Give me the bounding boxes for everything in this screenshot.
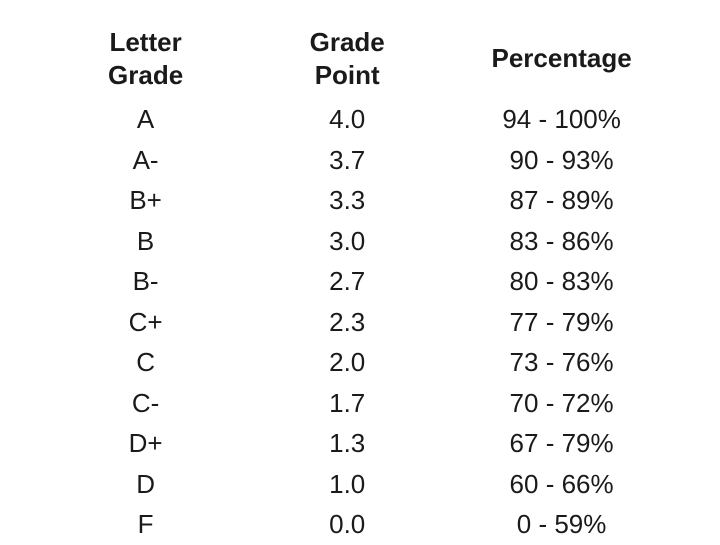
header-percentage-line1: Percentage	[447, 42, 676, 75]
table-row: B- 2.7 80 - 83%	[40, 261, 680, 302]
cell-percentage: 0 - 59%	[443, 504, 680, 545]
cell-percentage: 70 - 72%	[443, 383, 680, 424]
cell-letter-grade: B+	[40, 180, 251, 221]
cell-letter-grade: A	[40, 99, 251, 140]
cell-percentage: 73 - 76%	[443, 342, 680, 383]
table-row: F 0.0 0 - 59%	[40, 504, 680, 545]
table-header-row: Letter Grade Grade Point Percentage	[40, 22, 680, 99]
header-percentage: Percentage	[443, 22, 680, 99]
cell-grade-point: 2.0	[251, 342, 443, 383]
cell-percentage: 94 - 100%	[443, 99, 680, 140]
cell-percentage: 87 - 89%	[443, 180, 680, 221]
table-body: A 4.0 94 - 100% A- 3.7 90 - 93% B+ 3.3 8…	[40, 99, 680, 545]
header-letter-grade-line2: Grade	[44, 59, 247, 92]
cell-letter-grade: C+	[40, 302, 251, 343]
cell-grade-point: 3.3	[251, 180, 443, 221]
header-grade-point-line2: Point	[255, 59, 439, 92]
cell-grade-point: 1.0	[251, 464, 443, 505]
cell-percentage: 77 - 79%	[443, 302, 680, 343]
cell-letter-grade: D+	[40, 423, 251, 464]
cell-grade-point: 1.7	[251, 383, 443, 424]
cell-letter-grade: B	[40, 221, 251, 262]
header-letter-grade: Letter Grade	[40, 22, 251, 99]
cell-letter-grade: F	[40, 504, 251, 545]
cell-percentage: 67 - 79%	[443, 423, 680, 464]
table-row: D+ 1.3 67 - 79%	[40, 423, 680, 464]
header-grade-point: Grade Point	[251, 22, 443, 99]
cell-letter-grade: D	[40, 464, 251, 505]
cell-grade-point: 2.3	[251, 302, 443, 343]
table-row: C+ 2.3 77 - 79%	[40, 302, 680, 343]
cell-letter-grade: B-	[40, 261, 251, 302]
cell-grade-point: 4.0	[251, 99, 443, 140]
cell-grade-point: 0.0	[251, 504, 443, 545]
cell-percentage: 90 - 93%	[443, 140, 680, 181]
cell-grade-point: 1.3	[251, 423, 443, 464]
cell-letter-grade: C-	[40, 383, 251, 424]
table-row: C- 1.7 70 - 72%	[40, 383, 680, 424]
cell-grade-point: 3.0	[251, 221, 443, 262]
table-header: Letter Grade Grade Point Percentage	[40, 22, 680, 99]
table-row: B 3.0 83 - 86%	[40, 221, 680, 262]
cell-letter-grade: A-	[40, 140, 251, 181]
cell-percentage: 83 - 86%	[443, 221, 680, 262]
page: Letter Grade Grade Point Percentage A 4.…	[0, 0, 720, 540]
cell-percentage: 60 - 66%	[443, 464, 680, 505]
header-grade-point-line1: Grade	[255, 26, 439, 59]
table-row: A- 3.7 90 - 93%	[40, 140, 680, 181]
header-letter-grade-line1: Letter	[44, 26, 247, 59]
table-row: B+ 3.3 87 - 89%	[40, 180, 680, 221]
grade-table: Letter Grade Grade Point Percentage A 4.…	[40, 22, 680, 545]
cell-grade-point: 2.7	[251, 261, 443, 302]
cell-percentage: 80 - 83%	[443, 261, 680, 302]
cell-letter-grade: C	[40, 342, 251, 383]
table-row: C 2.0 73 - 76%	[40, 342, 680, 383]
cell-grade-point: 3.7	[251, 140, 443, 181]
table-row: D 1.0 60 - 66%	[40, 464, 680, 505]
table-row: A 4.0 94 - 100%	[40, 99, 680, 140]
